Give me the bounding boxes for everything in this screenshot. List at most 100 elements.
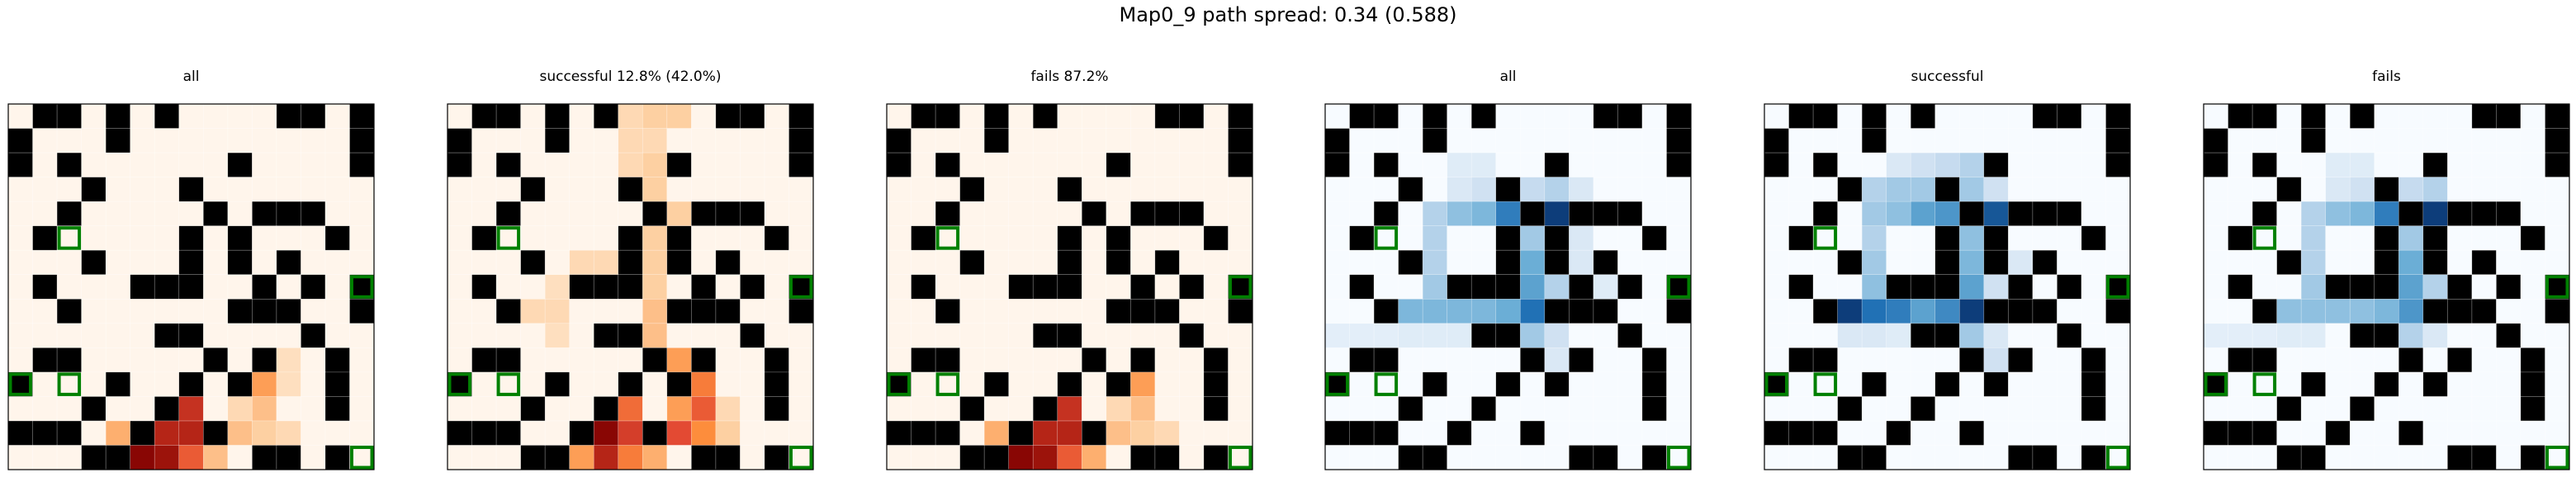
heat-cell [2350, 250, 2375, 276]
heat-cell [2081, 250, 2106, 276]
heat-cell [1228, 445, 1253, 470]
wall-cell [324, 371, 350, 397]
heat-cell [2496, 153, 2522, 177]
heat-cell [1544, 201, 1570, 226]
wall-cell [1569, 201, 1594, 226]
heat-cell [8, 250, 33, 276]
heat-cell [1130, 250, 1156, 276]
heat-cell [2422, 274, 2448, 300]
wall-cell [1349, 225, 1375, 251]
heat-cell [1374, 225, 1399, 251]
heat-cell [594, 177, 619, 202]
heat-cell [2032, 396, 2057, 422]
heat-cell [1325, 104, 1350, 129]
heat-cell [1788, 128, 1814, 154]
wall-cell [1471, 104, 1497, 129]
heat-cell [911, 323, 936, 348]
wall-cell [984, 371, 1009, 397]
heat-cell [1130, 396, 1156, 422]
heat-cell [471, 445, 497, 470]
heat-cell [1837, 225, 1863, 251]
wall-cell [2471, 250, 2497, 276]
heat-cell [911, 128, 936, 154]
heat-cell [1033, 153, 1058, 177]
heat-cell [227, 323, 253, 348]
goal-cell-outline [2252, 226, 2277, 250]
heat-cell [1154, 371, 1180, 397]
heat-cell [2301, 299, 2326, 324]
heat-cell [57, 323, 82, 348]
wall-cell [984, 104, 1009, 129]
heat-cell [2350, 201, 2375, 226]
heat-cell [2204, 177, 2228, 202]
wall-cell [666, 371, 692, 397]
wall-cell [2422, 225, 2448, 251]
wall-cell [57, 153, 82, 177]
heat-cell [935, 445, 960, 470]
heat-cell [1082, 396, 1107, 422]
heat-cell [154, 128, 180, 154]
wall-cell [349, 153, 375, 177]
wall-cell [178, 250, 204, 276]
heat-cell [984, 177, 1009, 202]
wall-cell [2057, 323, 2082, 348]
heat-cell [2545, 371, 2570, 397]
heat-cell [81, 201, 107, 226]
wall-cell [2204, 128, 2228, 154]
heat-cell [764, 323, 789, 348]
heat-cell [2228, 128, 2253, 154]
wall-cell [2471, 299, 2497, 324]
heat-cell [594, 250, 619, 276]
heat-cell [1179, 396, 1205, 422]
wall-cell [1374, 201, 1399, 226]
heat-cell [1911, 445, 1936, 470]
heat-cell [545, 396, 570, 422]
wall-cell [2496, 104, 2522, 129]
wall-cell [1813, 201, 1838, 226]
heat-cell [2325, 250, 2351, 276]
heat-cell [1520, 153, 1546, 177]
heat-cell [1471, 299, 1497, 324]
wall-cell [1349, 347, 1375, 373]
wall-cell [2398, 420, 2424, 446]
heat-cell [2545, 396, 2570, 422]
heat-cell [1203, 274, 1229, 300]
wall-cell [887, 128, 912, 154]
heat-cell [1520, 250, 1546, 276]
wall-cell [1082, 347, 1107, 373]
wall-cell [349, 274, 375, 300]
heat-cell [1520, 225, 1546, 251]
heat-cell [666, 347, 692, 373]
wall-cell [666, 225, 692, 251]
heat-cell [2204, 104, 2228, 129]
wall-cell [1837, 396, 1863, 422]
heat-cell [788, 396, 814, 422]
heat-cell [959, 104, 985, 129]
wall-cell [471, 225, 497, 251]
heat-cell [1666, 347, 1692, 373]
heat-cell [276, 177, 301, 202]
wall-cell [618, 250, 643, 276]
wall-cell [178, 225, 204, 251]
heat-cell [1495, 420, 1521, 446]
heat-cell [618, 104, 643, 129]
wall-cell [2204, 371, 2228, 397]
heat-cell [1788, 371, 1814, 397]
wall-cell [1764, 153, 1789, 177]
heat-cell [1008, 128, 1034, 154]
heat-cell [276, 323, 301, 348]
wall-cell [1130, 201, 1156, 226]
heat-cell [1911, 250, 1936, 276]
heat-cell [666, 396, 692, 422]
heat-cell [1057, 201, 1082, 226]
heat-cell [1057, 347, 1082, 373]
heat-cell [1349, 396, 1375, 422]
heat-cell [1764, 323, 1789, 348]
wall-cell [130, 420, 155, 446]
heat-cell [740, 128, 765, 154]
heat-cell [740, 420, 765, 446]
wall-cell [764, 225, 789, 251]
heat-cell [666, 177, 692, 202]
heat-cell [1423, 177, 1447, 202]
heat-cell [1106, 274, 1131, 300]
